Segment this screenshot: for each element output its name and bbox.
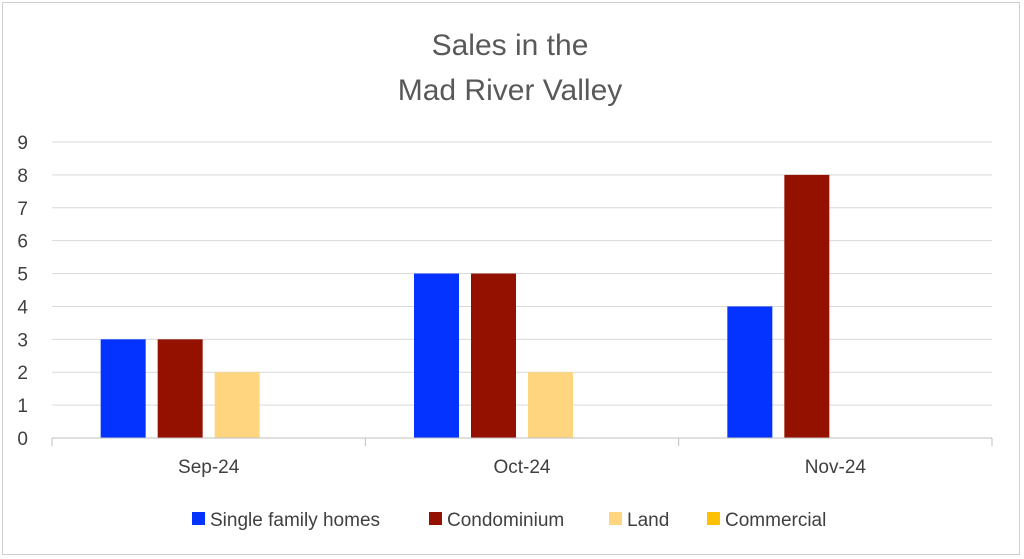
legend-label: Condominium	[447, 510, 564, 531]
legend-label: Commercial	[725, 510, 826, 531]
y-tick-label: 8	[17, 166, 28, 187]
y-tick-label: 3	[17, 330, 28, 351]
y-tick-label: 5	[17, 265, 28, 286]
chart-title-line-1: Sales in the	[432, 29, 589, 62]
legend-label: Land	[627, 510, 669, 531]
bar	[100, 339, 146, 438]
legend-swatch	[429, 512, 442, 525]
bar	[414, 273, 459, 438]
bar	[214, 372, 260, 438]
y-tick-label: 4	[17, 297, 28, 318]
x-axis	[51, 437, 993, 446]
y-tick-label: 6	[17, 232, 28, 253]
bar	[784, 174, 830, 438]
bar	[471, 273, 516, 438]
y-tick-label: 9	[17, 133, 28, 154]
chart-title-line-2: Mad River Valley	[398, 74, 623, 107]
bar	[528, 372, 573, 438]
legend-swatch	[609, 512, 622, 525]
gridlines	[52, 141, 992, 406]
x-tick-label: Oct-24	[493, 457, 550, 478]
x-tick-label: Nov-24	[805, 457, 867, 478]
y-tick-label: 0	[17, 429, 28, 450]
legend: Single family homes Condominium Land Commer…	[192, 510, 826, 531]
legend-label: Single family homes	[210, 510, 380, 531]
bars	[100, 174, 830, 438]
legend-swatch	[707, 512, 720, 525]
x-tick-label: Sep-24	[178, 457, 240, 478]
x-axis-ticks: Sep-24 Oct-24 Nov-24	[178, 457, 866, 478]
y-axis-ticks: 0 1 2 3 4 5 6 7 8 9	[17, 133, 28, 450]
legend-swatch	[192, 512, 205, 525]
y-tick-label: 2	[17, 363, 28, 384]
y-tick-label: 1	[17, 396, 28, 417]
bar	[727, 306, 773, 438]
bar	[157, 339, 203, 438]
y-tick-label: 7	[17, 199, 28, 220]
